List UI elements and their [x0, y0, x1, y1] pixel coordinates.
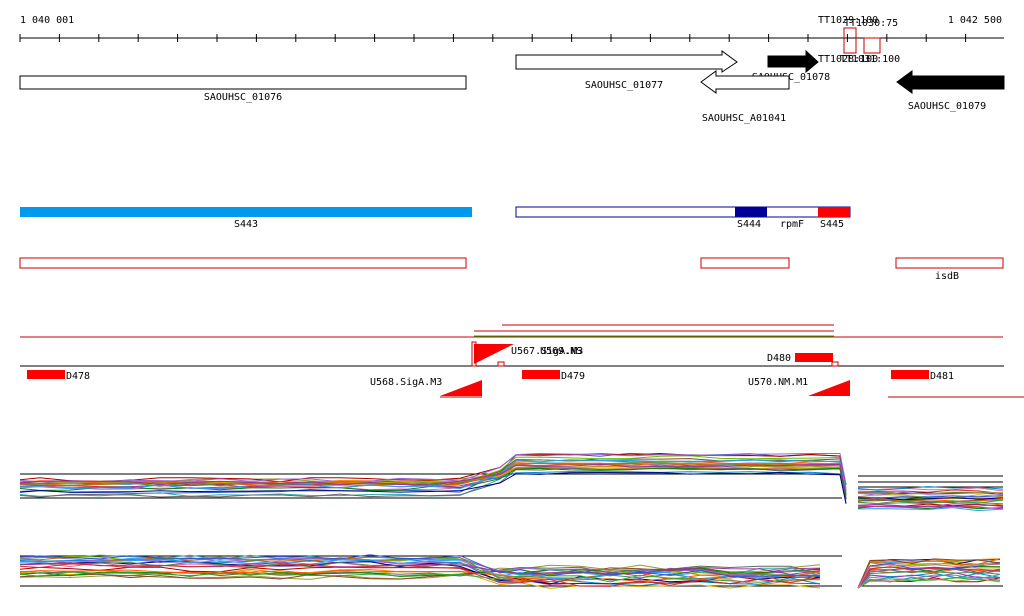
segment-s445[interactable]: [818, 207, 850, 217]
feature-label-d480: D480: [767, 353, 791, 364]
expression-track-upper: [19, 452, 1004, 512]
feature-label-d481: D481: [930, 371, 954, 382]
feature-d481[interactable]: [891, 370, 929, 379]
feature-label-u570: U570.NM.M1: [748, 377, 808, 388]
gene-label-saouhsc-01077: SAOUHSC_01077: [585, 80, 663, 91]
gene-saouhsc-01076[interactable]: [19, 75, 467, 90]
feature-d479[interactable]: [522, 370, 560, 379]
gene-label-saouhsc-01079: SAOUHSC_01079: [908, 101, 986, 112]
gene-label-saouhsc-a01041: SAOUHSC_A01041: [702, 113, 786, 124]
terminator-label-tt1031: TT1031:100: [840, 54, 900, 65]
transcript-track: D478 D479 D480 D481 U568.SigA.M3 U567.Si…: [20, 324, 1024, 398]
segment-s444-outline[interactable]: [515, 206, 851, 218]
annotation-track: isdB: [19, 257, 1004, 282]
gene-label-saouhsc-01076: SAOUHSC_01076: [204, 92, 282, 103]
feature-label-d478: D478: [66, 371, 90, 382]
ruler-start-label: 1 040 001: [20, 15, 74, 26]
gene-label-saouhsc-01078: SAOUHSC_01078: [752, 72, 830, 83]
annotation-box-2[interactable]: [700, 257, 790, 269]
feature-label-u569: U569.NS: [540, 346, 582, 357]
ruler-ticks: [19, 34, 967, 42]
segment-s444[interactable]: [735, 207, 767, 217]
promoter-u567-siga[interactable]: [440, 380, 482, 396]
feature-d480[interactable]: [795, 353, 833, 362]
terminator-label-tt1030: TT1030:75: [844, 18, 898, 29]
annotation-box-isdb[interactable]: [895, 257, 1004, 269]
segment-s443[interactable]: [20, 207, 472, 217]
expression-track-lower: [19, 554, 1003, 589]
feature-label-d479: D479: [561, 371, 585, 382]
gene-saouhsc-01077[interactable]: [515, 50, 738, 73]
coordinate-ruler: 1 040 001 1 042 500: [19, 15, 1004, 42]
terminator-label-tt1028: TT1028:100: [818, 54, 878, 65]
segment-track: S443 S444 rpmF S445: [20, 206, 851, 230]
segment-label-s443: S443: [234, 219, 258, 230]
gene-saouhsc-01078[interactable]: [767, 49, 819, 74]
promoter-u570-nm[interactable]: [808, 380, 850, 396]
segment-label-s444: S444: [737, 219, 761, 230]
annotation-box-1[interactable]: [19, 257, 467, 269]
gene-track: SAOUHSC_01076 SAOUHSC_01077 SAOUHSC_0107…: [19, 15, 1005, 124]
terminator-label-tt1029: TT1029:100: [818, 15, 878, 26]
gene-saouhsc-01079[interactable]: [896, 70, 1005, 94]
feature-label-u567: U567.SigA.M3: [511, 346, 583, 357]
promoter-u568-siga[interactable]: [474, 344, 514, 364]
segment-label-rpmf: rpmF: [780, 219, 804, 230]
feature-d478[interactable]: [27, 370, 65, 379]
terminator-tt1029[interactable]: [843, 27, 857, 54]
terminator-tt1030[interactable]: [863, 37, 881, 54]
ruler-end-label: 1 042 500: [948, 15, 1002, 26]
segment-label-s445: S445: [820, 219, 844, 230]
feature-label-u568: U568.SigA.M3: [370, 377, 442, 388]
annotation-label-isdb: isdB: [935, 271, 959, 282]
gene-saouhsc-a01041[interactable]: [700, 70, 790, 94]
